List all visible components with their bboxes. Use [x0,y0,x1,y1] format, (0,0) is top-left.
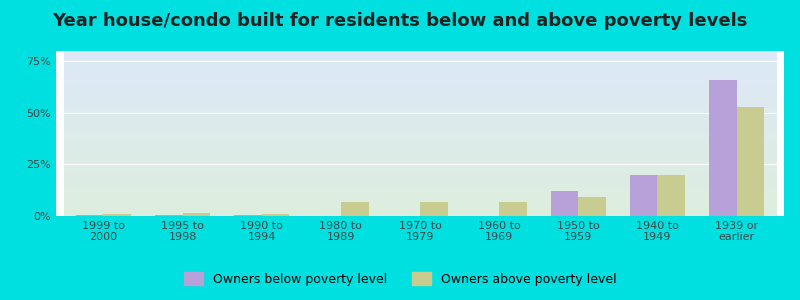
Bar [182,213,210,216]
Bar [499,202,527,216]
Bar [103,214,131,216]
Bar [341,202,369,216]
Text: Year house/condo built for residents below and above poverty levels: Year house/condo built for residents bel… [52,12,748,30]
Bar [737,107,764,216]
Bar [630,175,658,216]
Bar [420,202,448,216]
Bar [234,215,262,216]
Bar [578,197,606,216]
Bar [550,191,578,216]
Bar [262,214,290,216]
Legend: Owners below poverty level, Owners above poverty level: Owners below poverty level, Owners above… [179,267,621,291]
Bar [658,175,685,216]
Bar [76,215,103,216]
Bar [155,215,182,216]
Bar [709,80,737,216]
